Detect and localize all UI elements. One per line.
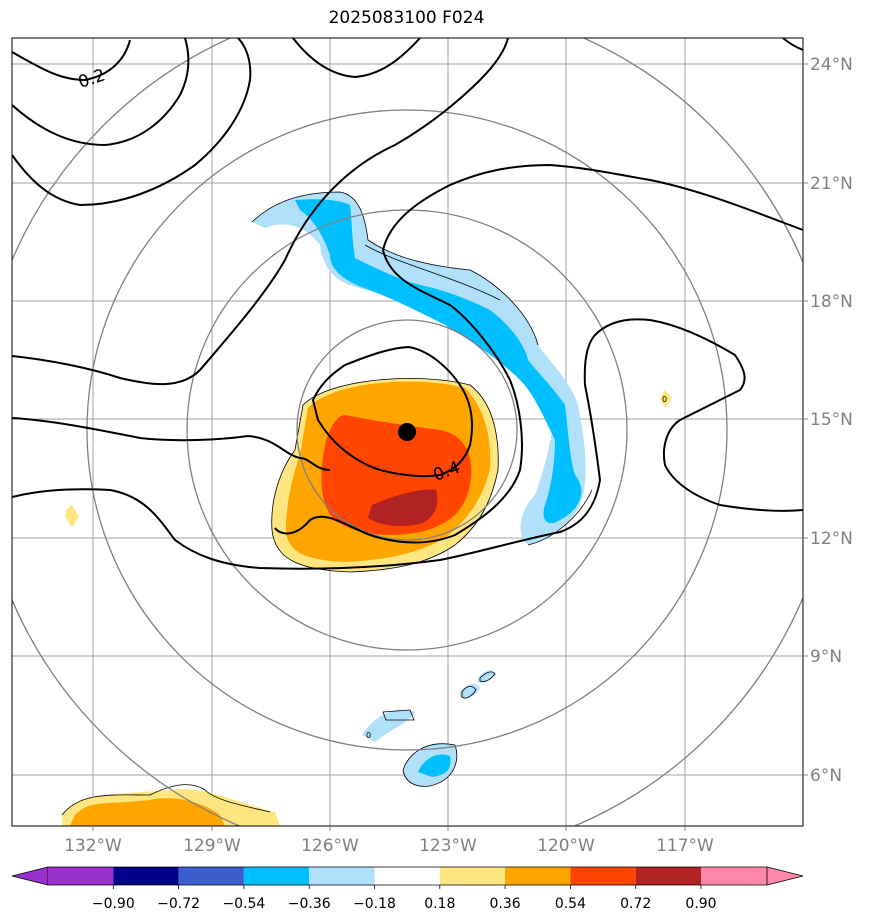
colorbar-bin-5: [309, 867, 375, 885]
map-frame: [11, 37, 804, 827]
colorbar-label-10: 0.90: [685, 896, 716, 912]
contour-label-low: 0.2: [76, 65, 108, 92]
colorbar-label-4: −0.36: [288, 896, 331, 912]
colorbar-bin-9: [570, 867, 636, 885]
lon-label-117: 117°W: [656, 836, 714, 856]
lat-labels: 24°N 21°N 18°N 15°N 12°N 9°N 6°N: [810, 55, 853, 786]
colorbar-bin-11: [701, 867, 767, 885]
lat-label-18: 18°N: [810, 292, 853, 312]
lon-label-129: 129°W: [183, 836, 241, 856]
lat-label-24: 24°N: [810, 55, 853, 75]
range-rings: [12, 38, 803, 826]
lat-label-6: 6°N: [810, 766, 842, 786]
contour-label-tiny-east: 0: [662, 395, 667, 404]
colorbar-bin-3: [178, 867, 244, 885]
colorbar-bin-7: [439, 867, 506, 885]
colorbar-label-1: −0.90: [92, 896, 135, 912]
lat-label-12: 12°N: [810, 529, 853, 549]
colorbar-bin-1: [48, 867, 114, 885]
map-title: 2025083100 F024: [328, 8, 485, 28]
lon-label-123: 123°W: [419, 836, 477, 856]
colorbar-label-8: 0.54: [555, 896, 586, 912]
lat-label-15: 15°N: [810, 410, 853, 430]
colorbar-bin-2: [113, 867, 179, 885]
colorbar-bin-6: [374, 867, 440, 885]
colorbar-label-5: −0.18: [353, 896, 396, 912]
colorbar-min-extend: [11, 866, 49, 886]
thin-contours: [61, 191, 593, 816]
colorbar-label-2: −0.72: [157, 896, 200, 912]
colorbar-bin-10: [635, 867, 701, 885]
colorbar-label-3: −0.54: [222, 896, 265, 912]
lat-label-21: 21°N: [810, 174, 853, 194]
colorbar-bin-8: [505, 867, 571, 885]
map-area: 0.2 0.4 0 0: [12, 38, 803, 826]
lon-labels: 132°W 129°W 126°W 123°W 120°W 117°W: [64, 836, 714, 856]
contour-label-tiny-south: 0: [366, 731, 371, 740]
colorbar-max-extend: [766, 866, 804, 886]
colorbar-bin-4: [243, 867, 310, 885]
lon-label-132: 132°W: [64, 836, 122, 856]
negative-shading: [252, 192, 586, 787]
lon-label-120: 120°W: [537, 836, 595, 856]
lon-label-126: 126°W: [301, 836, 359, 856]
storm-center-marker: [398, 423, 416, 441]
colorbar-label-6: 0.18: [424, 896, 455, 912]
lat-label-9: 9°N: [810, 647, 842, 667]
tick-marks: [92, 63, 808, 831]
colorbar: −0.90 −0.72 −0.54 −0.36 −0.18 0.18 0.36 …: [11, 866, 804, 912]
colorbar-label-7: 0.36: [490, 896, 521, 912]
colorbar-label-9: 0.72: [620, 896, 651, 912]
thick-contours: [12, 38, 803, 570]
